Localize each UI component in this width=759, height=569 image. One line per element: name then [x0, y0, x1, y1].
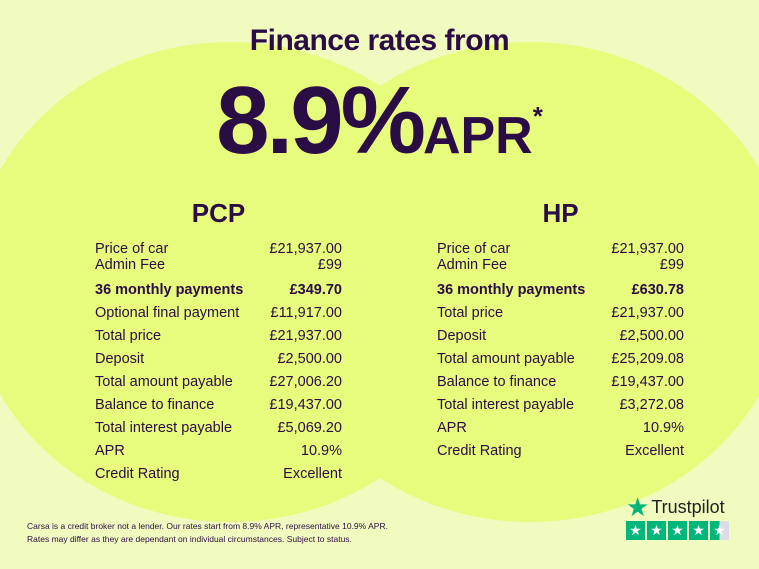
- row-label: Total amount payable: [437, 351, 575, 367]
- row-label: Total interest payable: [95, 420, 233, 436]
- table-row: Total price £21,937.00: [95, 325, 342, 348]
- row-label: Credit Rating: [95, 466, 180, 482]
- hp-table: HP Price of car £21,937.00 Admin Fee £99 36 …: [437, 198, 684, 463]
- table-row: Total price £21,937.00: [437, 302, 684, 325]
- table-row: Total amount payable £27,006.20: [95, 371, 342, 394]
- headline-title: Finance rates from: [249, 24, 510, 57]
- headline-rate: 8.9%APR*: [0, 66, 759, 199]
- row-label: Total amount payable: [95, 374, 233, 390]
- row-label: Admin Fee: [95, 257, 166, 273]
- table-row: Total interest payable £5,069.20: [95, 417, 342, 440]
- table-row: Admin Fee £99: [437, 257, 684, 273]
- table-row: Deposit £2,500.00: [95, 348, 342, 371]
- row-label: Price of car: [95, 241, 169, 257]
- pcp-title: PCP: [191, 198, 246, 228]
- row-value: £21,937.00: [269, 241, 342, 257]
- table-row: Credit Rating Excellent: [437, 440, 684, 463]
- table-row: Balance to finance £19,437.00: [95, 394, 342, 417]
- hp-title: HP: [542, 198, 579, 228]
- table-row: Optional final payment £11,917.00: [95, 302, 342, 325]
- disclaimer-line-2: Rates may differ as they are dependant o…: [27, 534, 352, 544]
- row-label: Optional final payment: [95, 305, 240, 321]
- trustpilot-badge[interactable]: ★ Trustpilot ★ ★ ★ ★ ★: [626, 492, 729, 540]
- rate-value: 8.9%: [216, 67, 426, 174]
- disclaimer: Carsa is a credit broker not a lender. O…: [27, 520, 388, 546]
- row-value: 10.9%: [300, 443, 342, 459]
- row-value: £5,069.20: [277, 420, 342, 436]
- row-value: £19,437.00: [269, 397, 342, 413]
- row-label: Deposit: [95, 351, 145, 367]
- asterisk: *: [532, 101, 543, 131]
- row-value: £3,272.08: [619, 397, 684, 413]
- row-value: £21,937.00: [611, 241, 684, 257]
- table-row: Price of car £21,937.00: [95, 241, 342, 257]
- table-row: Admin Fee £99: [95, 257, 342, 273]
- pcp-table: PCP Price of car £21,937.00 Admin Fee £99 36…: [95, 198, 342, 486]
- row-value: £25,209.08: [611, 351, 684, 367]
- row-value: Excellent: [625, 443, 684, 459]
- row-value: £11,917.00: [270, 305, 343, 321]
- row-label: Total price: [95, 328, 162, 344]
- background-circle-right: [270, 42, 759, 522]
- row-value: £99: [317, 257, 342, 273]
- table-row: APR 10.9%: [437, 417, 684, 440]
- star-icon: ★: [689, 521, 708, 540]
- table-row: Credit Rating Excellent: [95, 463, 342, 486]
- table-row: 36 monthly payments £630.78: [437, 279, 684, 302]
- row-value: £349.70: [289, 282, 342, 298]
- row-label: Admin Fee: [437, 257, 508, 273]
- row-value: £99: [659, 257, 684, 273]
- trustpilot-name: Trustpilot: [651, 496, 725, 517]
- row-label: 36 monthly payments: [437, 282, 586, 298]
- table-row: Price of car £21,937.00: [437, 241, 684, 257]
- row-label: Balance to finance: [95, 397, 215, 413]
- row-value: £630.78: [631, 282, 684, 298]
- row-value: Excellent: [283, 466, 342, 482]
- row-value: £2,500.00: [619, 328, 684, 344]
- table-row: APR 10.9%: [95, 440, 342, 463]
- row-value: 10.9%: [642, 420, 684, 436]
- row-label: Deposit: [437, 328, 487, 344]
- rate-unit: APR: [422, 107, 533, 165]
- star-icon: ★: [647, 521, 666, 540]
- table-row: Total interest payable £3,272.08: [437, 394, 684, 417]
- row-label: 36 monthly payments: [95, 282, 244, 298]
- star-icon: ★: [626, 492, 650, 522]
- row-label: APR: [95, 443, 125, 459]
- row-value: £2,500.00: [277, 351, 342, 367]
- row-value: £21,937.00: [269, 328, 342, 344]
- star-icon: ★: [626, 521, 645, 540]
- row-label: Credit Rating: [437, 443, 522, 459]
- table-row: Total amount payable £25,209.08: [437, 348, 684, 371]
- row-value: £27,006.20: [269, 374, 342, 390]
- row-label: Balance to finance: [437, 374, 557, 390]
- disclaimer-line-1: Carsa is a credit broker not a lender. O…: [27, 521, 388, 531]
- row-value: £19,437.00: [611, 374, 684, 390]
- row-label: Price of car: [437, 241, 511, 257]
- table-row: Deposit £2,500.00: [437, 325, 684, 348]
- table-row: Balance to finance £19,437.00: [437, 371, 684, 394]
- star-icon: ★: [668, 521, 687, 540]
- row-value: £21,937.00: [611, 305, 684, 321]
- row-label: APR: [437, 420, 467, 436]
- table-row: 36 monthly payments £349.70: [95, 279, 342, 302]
- half-star-icon: ★: [710, 521, 729, 540]
- row-label: Total interest payable: [437, 397, 575, 413]
- row-label: Total price: [437, 305, 504, 321]
- rating-stars: ★ ★ ★ ★ ★: [626, 521, 729, 540]
